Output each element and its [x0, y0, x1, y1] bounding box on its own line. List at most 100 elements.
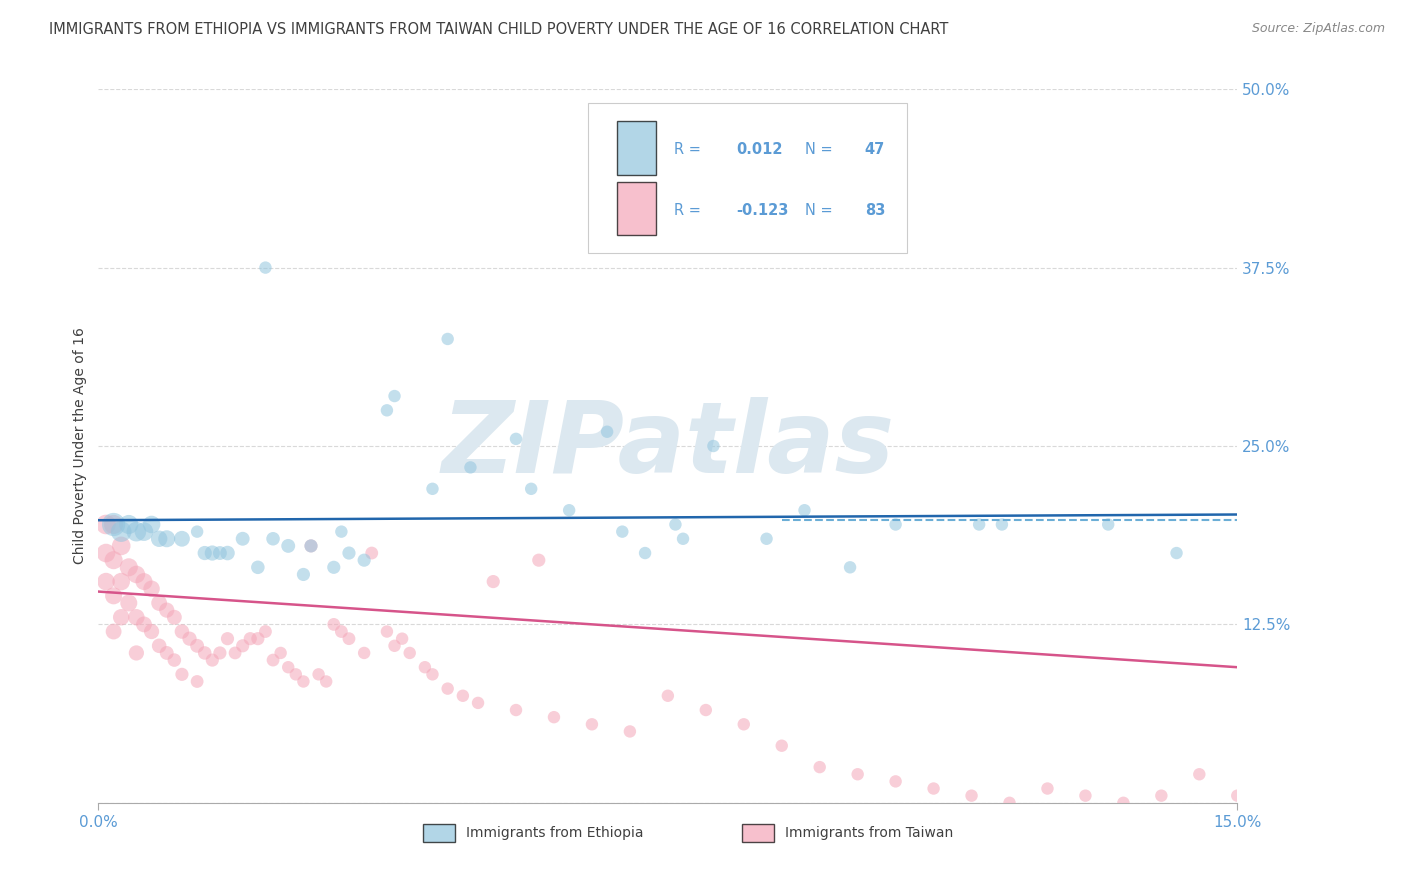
FancyBboxPatch shape	[423, 824, 456, 842]
Text: R =: R =	[673, 203, 704, 218]
Point	[451, 689, 474, 703]
Point	[884, 774, 907, 789]
Point	[110, 524, 132, 539]
Point	[110, 574, 132, 589]
Point	[118, 596, 141, 610]
Text: 47: 47	[865, 143, 886, 157]
Point	[330, 624, 353, 639]
Point	[132, 524, 155, 539]
Point	[422, 667, 444, 681]
Point	[1188, 767, 1211, 781]
Point	[422, 482, 444, 496]
Point	[141, 582, 163, 596]
Point	[277, 539, 299, 553]
Point	[156, 532, 179, 546]
Point	[118, 560, 141, 574]
Point	[208, 546, 231, 560]
Point	[270, 646, 292, 660]
Y-axis label: Child Poverty Under the Age of 16: Child Poverty Under the Age of 16	[73, 327, 87, 565]
Point	[436, 332, 458, 346]
Point	[125, 567, 148, 582]
Point	[217, 546, 239, 560]
Point	[170, 667, 193, 681]
Point	[505, 432, 527, 446]
Point	[186, 639, 208, 653]
Point	[163, 653, 186, 667]
Point	[1097, 517, 1119, 532]
Point	[375, 403, 398, 417]
Point	[991, 517, 1014, 532]
Point	[460, 460, 482, 475]
Point	[612, 524, 634, 539]
Point	[922, 781, 945, 796]
Point	[103, 589, 125, 603]
Point	[232, 532, 254, 546]
Point	[398, 646, 420, 660]
Point	[375, 624, 398, 639]
Point	[884, 517, 907, 532]
Point	[505, 703, 527, 717]
Text: Immigrants from Ethiopia: Immigrants from Ethiopia	[467, 826, 644, 839]
Point	[967, 517, 990, 532]
Point	[239, 632, 262, 646]
Point	[201, 653, 224, 667]
Point	[353, 646, 375, 660]
Point	[224, 646, 246, 660]
Text: -0.123: -0.123	[737, 203, 789, 218]
Point	[254, 260, 277, 275]
Text: 83: 83	[865, 203, 886, 218]
Point	[337, 546, 360, 560]
Point	[148, 639, 170, 653]
Point	[543, 710, 565, 724]
Point	[170, 624, 193, 639]
FancyBboxPatch shape	[617, 121, 657, 175]
Point	[217, 632, 239, 646]
Point	[322, 617, 344, 632]
Point	[246, 632, 269, 646]
Point	[103, 517, 125, 532]
FancyBboxPatch shape	[742, 824, 773, 842]
Point	[839, 560, 862, 574]
Point	[141, 624, 163, 639]
Point	[337, 632, 360, 646]
Point	[284, 667, 307, 681]
Text: ZIPatlas: ZIPatlas	[441, 398, 894, 494]
Point	[194, 646, 217, 660]
Point	[1166, 546, 1188, 560]
Point	[581, 717, 603, 731]
Point	[103, 553, 125, 567]
Point	[232, 639, 254, 653]
Point	[262, 653, 284, 667]
Point	[148, 532, 170, 546]
Point	[330, 524, 353, 539]
Point	[118, 517, 141, 532]
Point	[1074, 789, 1097, 803]
Point	[998, 796, 1021, 810]
Point	[1112, 796, 1135, 810]
Point	[110, 610, 132, 624]
FancyBboxPatch shape	[588, 103, 907, 253]
Point	[755, 532, 778, 546]
Point	[733, 717, 755, 731]
Point	[482, 574, 505, 589]
Point	[163, 610, 186, 624]
Point	[308, 667, 330, 681]
Point	[1226, 789, 1249, 803]
Point	[657, 689, 679, 703]
Point	[527, 553, 550, 567]
Point	[1150, 789, 1173, 803]
Text: N =: N =	[804, 203, 837, 218]
Point	[179, 632, 201, 646]
Text: Immigrants from Taiwan: Immigrants from Taiwan	[785, 826, 953, 839]
Point	[299, 539, 322, 553]
Point	[520, 482, 543, 496]
Point	[186, 674, 208, 689]
Point	[322, 560, 344, 574]
Point	[170, 532, 193, 546]
Point	[208, 646, 231, 660]
Text: IMMIGRANTS FROM ETHIOPIA VS IMMIGRANTS FROM TAIWAN CHILD POVERTY UNDER THE AGE O: IMMIGRANTS FROM ETHIOPIA VS IMMIGRANTS F…	[49, 22, 949, 37]
Text: R =: R =	[673, 143, 704, 157]
Point	[125, 524, 148, 539]
Point	[94, 574, 117, 589]
Point	[132, 574, 155, 589]
